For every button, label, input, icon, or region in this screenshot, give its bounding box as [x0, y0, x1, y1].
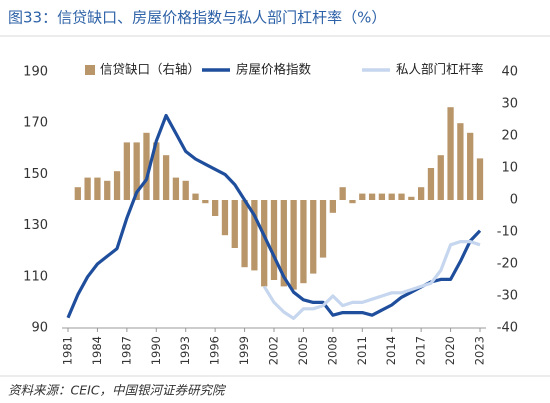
y2-tick-label: 10 — [501, 161, 518, 176]
legend-label: 私人部门杠杆率 — [396, 62, 484, 77]
y2-tick-label: 0 — [510, 193, 518, 208]
bar — [153, 142, 160, 200]
bar — [133, 142, 140, 200]
bar — [349, 200, 356, 204]
bar — [123, 142, 130, 200]
bar — [280, 200, 287, 287]
bar — [143, 132, 150, 200]
bar — [162, 155, 170, 200]
bar — [457, 123, 464, 200]
y-tick-label: 110 — [23, 269, 48, 284]
bar — [329, 200, 336, 213]
bar — [398, 193, 405, 200]
x-tick-label: 1993 — [178, 336, 192, 365]
bar — [437, 155, 444, 200]
bar — [476, 158, 484, 200]
x-tick-label: 1996 — [208, 336, 222, 365]
y-tick-label: 190 — [23, 65, 48, 80]
bar — [378, 193, 386, 200]
bar — [408, 196, 415, 200]
legend-swatch — [85, 65, 95, 75]
source: 资料来源：CEIC，中国银河证券研究院 — [8, 383, 227, 398]
bar — [182, 180, 189, 200]
bar — [231, 200, 238, 248]
x-tick-label: 2011 — [355, 336, 369, 365]
bar — [212, 200, 219, 216]
bar — [113, 171, 121, 200]
bar — [319, 200, 327, 258]
y-tick-label: 150 — [23, 167, 48, 182]
x-tick-label: 2017 — [414, 336, 428, 365]
bar — [84, 177, 91, 200]
y-tick-label: 130 — [23, 218, 48, 233]
y-tick-label: 90 — [31, 321, 48, 336]
line — [66, 113, 482, 319]
bar — [388, 193, 395, 200]
bar — [202, 200, 209, 204]
bar — [270, 200, 278, 280]
bar — [418, 187, 425, 200]
legend-label: 信贷缺口（右轴） — [100, 62, 200, 77]
chart-title: 图33：信贷缺口、房屋价格指数与私人部门杠杆率（%） — [8, 9, 386, 27]
bar — [94, 177, 101, 200]
x-tick-label: 2008 — [325, 336, 339, 365]
x-tick-label: 1990 — [149, 336, 163, 365]
y2-tick-label: -10 — [497, 225, 518, 240]
bar — [359, 193, 366, 200]
bar — [290, 200, 297, 290]
y2-tick-label: 40 — [501, 65, 518, 80]
bar — [221, 200, 229, 236]
x-tick-label: 1987 — [119, 336, 133, 365]
x-tick-label: 1999 — [237, 336, 251, 365]
x-tick-label: 2023 — [473, 336, 487, 365]
y2-tick-label: 30 — [501, 97, 518, 112]
x-tick-label: 1981 — [61, 336, 75, 365]
bar — [74, 187, 81, 200]
x-tick-label: 2014 — [384, 336, 398, 365]
x-tick-label: 2005 — [296, 336, 310, 365]
legend-label: 房屋价格指数 — [236, 62, 312, 77]
x-tick-label: 1984 — [90, 336, 104, 365]
bar — [241, 200, 248, 268]
bar — [447, 107, 454, 200]
bar — [467, 132, 474, 200]
x-tick-label: 2002 — [267, 336, 281, 365]
bar — [339, 187, 346, 200]
y2-tick-label: -30 — [497, 289, 518, 304]
bar — [172, 177, 180, 200]
y-tick-label: 170 — [23, 116, 48, 131]
x-tick-label: 2020 — [443, 336, 457, 365]
bar — [300, 200, 307, 284]
bar — [104, 180, 111, 200]
y2-tick-label: -40 — [497, 321, 518, 336]
bar — [427, 168, 435, 200]
bar — [368, 193, 376, 200]
bar — [192, 193, 199, 200]
bar — [251, 200, 258, 271]
line — [262, 240, 481, 320]
bar — [261, 200, 268, 287]
y2-tick-label: -20 — [497, 257, 518, 272]
y2-tick-label: 20 — [501, 129, 518, 144]
bar — [310, 200, 317, 274]
